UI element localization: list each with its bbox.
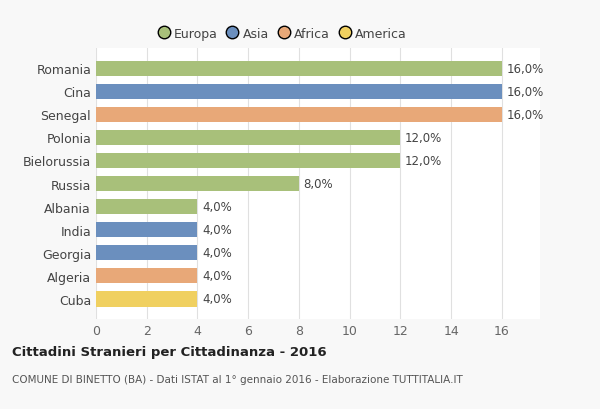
Text: 16,0%: 16,0% (506, 85, 544, 99)
Text: COMUNE DI BINETTO (BA) - Dati ISTAT al 1° gennaio 2016 - Elaborazione TUTTITALIA: COMUNE DI BINETTO (BA) - Dati ISTAT al 1… (12, 374, 463, 384)
Text: 4,0%: 4,0% (202, 292, 232, 306)
Bar (96, 245, 197, 261)
Text: 12,0%: 12,0% (405, 132, 442, 144)
Text: 8,0%: 8,0% (304, 178, 333, 191)
Bar (96, 222, 197, 238)
Legend: Europa, Asia, Africa, America: Europa, Asia, Africa, America (154, 23, 412, 46)
Bar (96, 268, 197, 284)
Text: 16,0%: 16,0% (506, 109, 544, 121)
Bar (96, 176, 299, 192)
Text: 4,0%: 4,0% (202, 200, 232, 213)
Text: 16,0%: 16,0% (506, 63, 544, 76)
Bar (96, 107, 502, 123)
Text: Cittadini Stranieri per Cittadinanza - 2016: Cittadini Stranieri per Cittadinanza - 2… (12, 346, 326, 359)
Text: 4,0%: 4,0% (202, 247, 232, 259)
Text: 4,0%: 4,0% (202, 224, 232, 236)
Text: 4,0%: 4,0% (202, 270, 232, 283)
Text: 12,0%: 12,0% (405, 155, 442, 168)
Bar (96, 61, 502, 77)
Bar (96, 291, 197, 307)
Bar (96, 199, 197, 215)
Bar (96, 130, 400, 146)
Bar (96, 153, 400, 169)
Bar (96, 84, 502, 100)
